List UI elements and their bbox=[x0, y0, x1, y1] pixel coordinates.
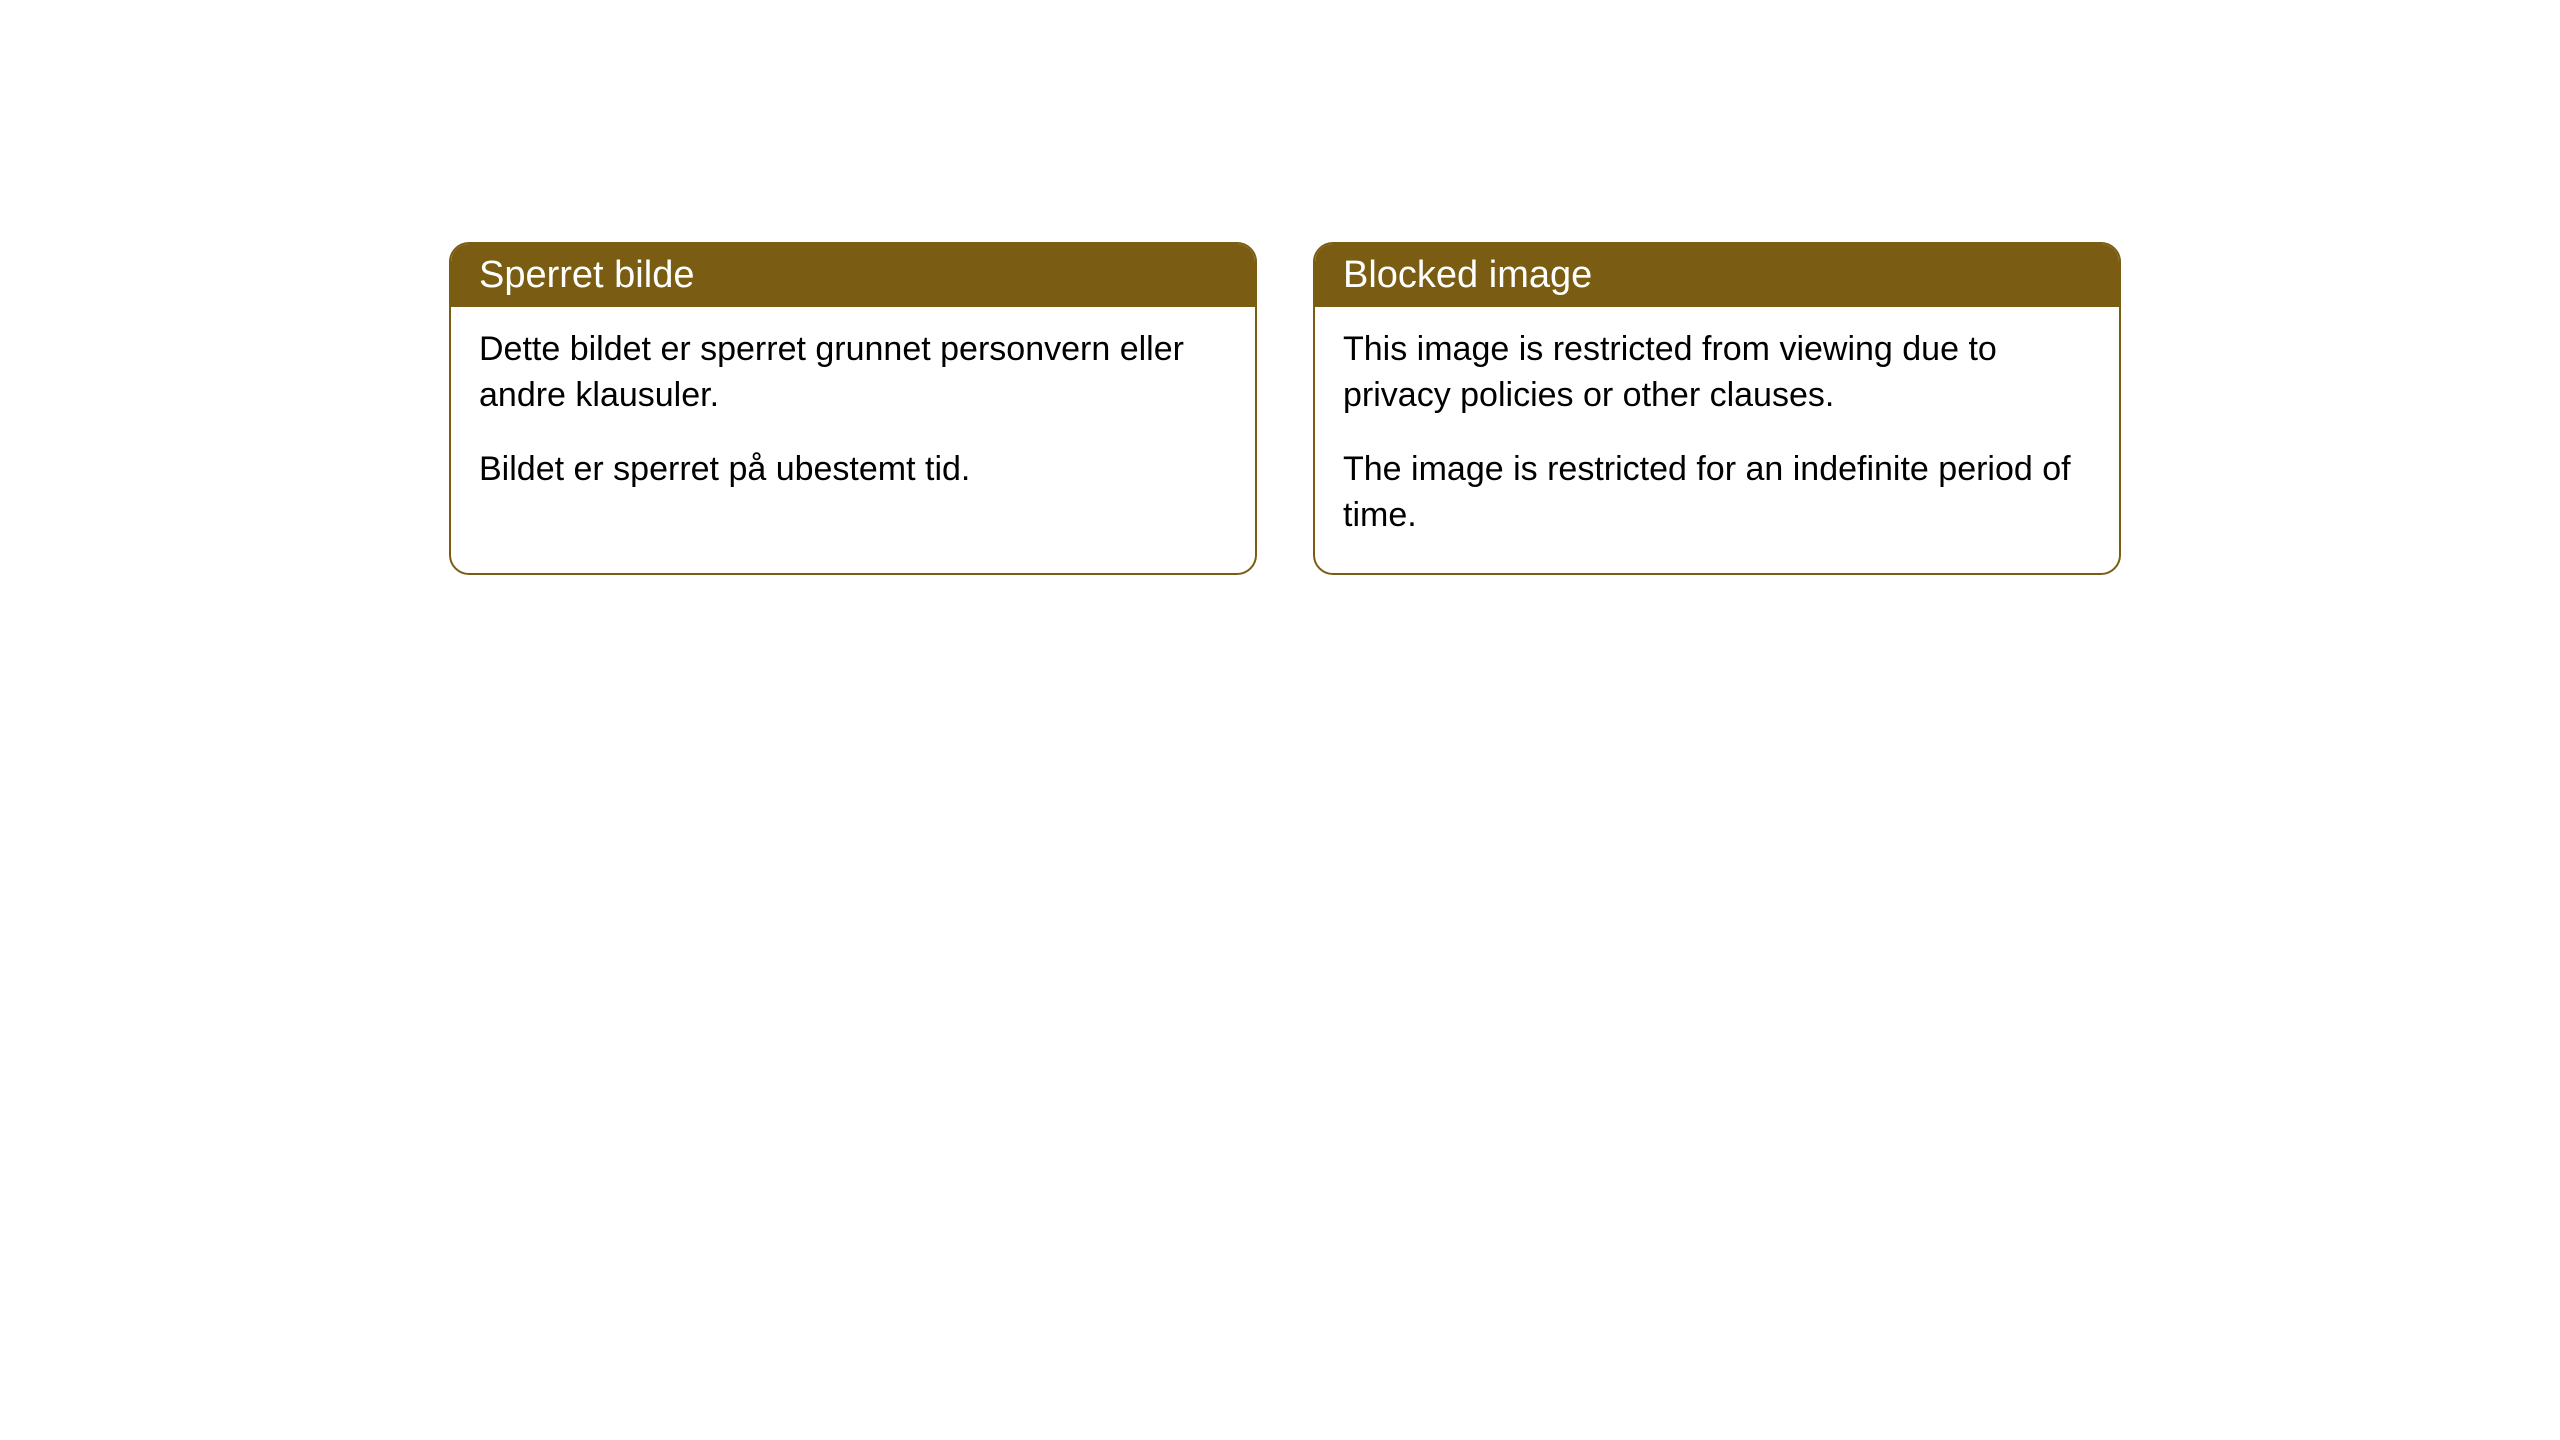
notice-cards-container: Sperret bilde Dette bildet er sperret gr… bbox=[449, 242, 2121, 575]
card-body-english: This image is restricted from viewing du… bbox=[1315, 307, 2119, 573]
notice-card-norwegian: Sperret bilde Dette bildet er sperret gr… bbox=[449, 242, 1257, 575]
card-text-paragraph: Dette bildet er sperret grunnet personve… bbox=[479, 327, 1227, 419]
notice-card-english: Blocked image This image is restricted f… bbox=[1313, 242, 2121, 575]
card-text-paragraph: Bildet er sperret på ubestemt tid. bbox=[479, 447, 1227, 493]
card-title: Blocked image bbox=[1343, 254, 1592, 296]
card-header-english: Blocked image bbox=[1315, 244, 2119, 307]
card-body-norwegian: Dette bildet er sperret grunnet personve… bbox=[451, 307, 1255, 527]
card-text-paragraph: The image is restricted for an indefinit… bbox=[1343, 447, 2091, 539]
card-title: Sperret bilde bbox=[479, 254, 694, 296]
card-header-norwegian: Sperret bilde bbox=[451, 244, 1255, 307]
card-text-paragraph: This image is restricted from viewing du… bbox=[1343, 327, 2091, 419]
